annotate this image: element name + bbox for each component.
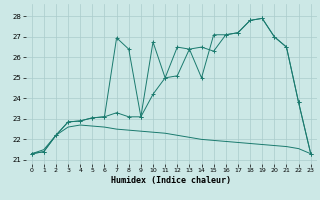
X-axis label: Humidex (Indice chaleur): Humidex (Indice chaleur)	[111, 176, 231, 185]
